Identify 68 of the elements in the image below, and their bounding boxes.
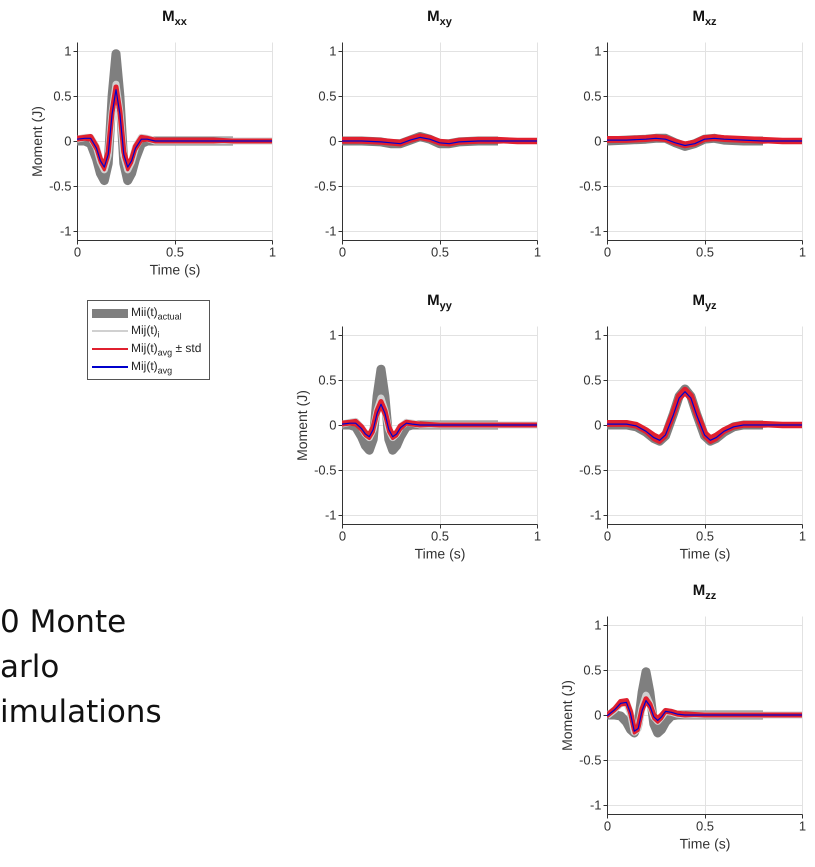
x-tick-label: 1 bbox=[798, 528, 806, 544]
legend-label: Mij(t)$_{avg}$ ± std bbox=[131, 340, 202, 358]
y-axis-title: Moment (J) bbox=[559, 680, 576, 751]
y-tick-label: 0.5 bbox=[583, 88, 602, 104]
chart-title: M$_{yz}$ bbox=[691, 292, 718, 312]
y-tick-label: 1 bbox=[329, 44, 336, 58]
y-tick-label: 0 bbox=[594, 134, 602, 148]
x-axis-title: Time (s) bbox=[680, 836, 730, 852]
x-axis-title: Time (s) bbox=[150, 262, 200, 278]
y-tick-label: 1 bbox=[594, 328, 602, 342]
x-tick-label: 0 bbox=[338, 528, 346, 544]
y-tick-label: -1 bbox=[60, 224, 72, 238]
y-tick-label: 1 bbox=[594, 44, 602, 58]
y-tick-label: 0 bbox=[329, 418, 336, 432]
chart-title: M$_{zz}$ bbox=[692, 582, 718, 602]
y-tick-label: 0.5 bbox=[583, 372, 602, 388]
x-tick-label: 0 bbox=[74, 244, 82, 260]
x-tick-label: 0.5 bbox=[696, 244, 714, 260]
x-tick-label: 1 bbox=[268, 244, 276, 260]
y-tick-label: 0.5 bbox=[53, 88, 72, 104]
y-tick-label: -0.5 bbox=[314, 178, 336, 194]
x-tick-label: 1 bbox=[534, 244, 542, 260]
x-tick-label: 0.5 bbox=[696, 818, 714, 834]
x-axis-title: Time (s) bbox=[680, 546, 730, 562]
text: imulations bbox=[0, 693, 162, 732]
chart-title: M$_{xz}$ bbox=[691, 8, 718, 28]
x-tick-label: 0 bbox=[604, 818, 612, 834]
y-tick-label: -1 bbox=[324, 224, 336, 238]
y-tick-label: 0.5 bbox=[318, 88, 336, 104]
y-tick-label: -1 bbox=[590, 508, 602, 522]
y-tick-label: 0 bbox=[64, 134, 72, 148]
y-axis-title: Moment (J) bbox=[294, 390, 310, 461]
y-tick-label: 0 bbox=[594, 418, 602, 432]
y-tick-label: -0.5 bbox=[49, 178, 72, 194]
y-tick-label: -1 bbox=[590, 798, 602, 812]
legend-label: Mij(t)$_{i}$ bbox=[131, 322, 160, 340]
x-tick-label: 1 bbox=[798, 244, 806, 260]
x-tick-label: 1 bbox=[798, 818, 806, 834]
y-axis-title: Moment (J) bbox=[29, 106, 46, 177]
chart-title: M$_{yy}$ bbox=[426, 292, 453, 312]
x-tick-label: 0 bbox=[338, 244, 346, 260]
x-tick-label: 1 bbox=[534, 528, 542, 544]
text: 0 Monte bbox=[0, 603, 128, 642]
x-tick-label: 0 bbox=[604, 528, 612, 544]
chart-title: M$_{xx}$ bbox=[161, 8, 188, 28]
y-tick-label: 0.5 bbox=[583, 662, 602, 678]
y-tick-label: -0.5 bbox=[579, 752, 602, 768]
y-tick-label: 0.5 bbox=[318, 372, 336, 388]
x-tick-label: 0 bbox=[604, 244, 612, 260]
y-tick-label: 0 bbox=[329, 134, 336, 148]
legend-label: Mii(t)$_{actual}$ bbox=[131, 304, 182, 322]
y-tick-label: 1 bbox=[64, 44, 72, 58]
y-tick-label: 1 bbox=[329, 328, 336, 342]
text: arlo bbox=[0, 648, 60, 687]
y-tick-label: -1 bbox=[324, 508, 336, 522]
y-tick-label: -0.5 bbox=[314, 462, 336, 478]
legend-label: Mij(t)$_{avg}$ bbox=[131, 358, 172, 376]
y-tick-label: -0.5 bbox=[579, 178, 602, 194]
x-tick-label: 0.5 bbox=[166, 244, 184, 260]
x-axis-title: Time (s) bbox=[414, 546, 466, 562]
y-tick-label: -0.5 bbox=[579, 462, 602, 478]
y-tick-label: 0 bbox=[594, 708, 602, 722]
y-tick-label: 1 bbox=[594, 618, 602, 632]
chart-title: M$_{xy}$ bbox=[426, 8, 453, 28]
x-tick-label: 0.5 bbox=[696, 528, 714, 544]
x-tick-label: 0.5 bbox=[430, 528, 450, 544]
x-tick-label: 0.5 bbox=[430, 244, 450, 260]
y-tick-label: -1 bbox=[590, 224, 602, 238]
